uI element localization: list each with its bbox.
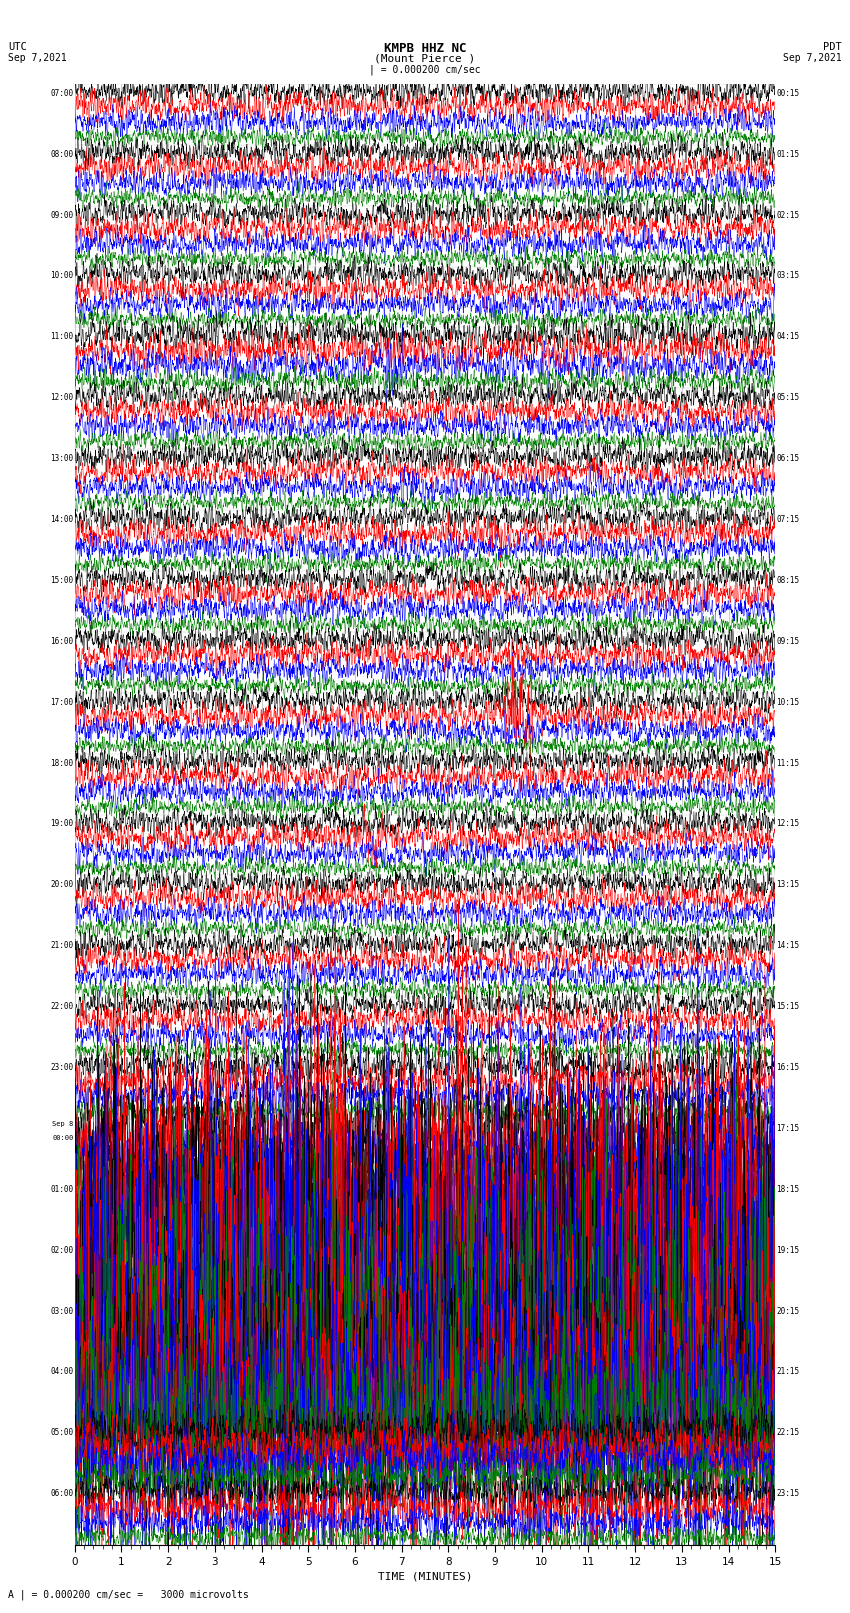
Text: 15:00: 15:00 [50,576,73,586]
Text: 23:15: 23:15 [777,1489,800,1498]
Text: 22:00: 22:00 [50,1002,73,1011]
Text: Sep 7,2021: Sep 7,2021 [783,53,842,63]
Text: PDT: PDT [823,42,842,52]
Text: 19:15: 19:15 [777,1245,800,1255]
Text: 21:00: 21:00 [50,942,73,950]
Text: 10:15: 10:15 [777,698,800,706]
Text: 13:00: 13:00 [50,455,73,463]
Text: Sep 7,2021: Sep 7,2021 [8,53,67,63]
Text: 01:00: 01:00 [50,1186,73,1194]
Text: 08:15: 08:15 [777,576,800,586]
Text: 21:15: 21:15 [777,1368,800,1376]
Text: 16:15: 16:15 [777,1063,800,1073]
Text: 17:15: 17:15 [777,1124,800,1132]
Text: (Mount Pierce ): (Mount Pierce ) [374,53,476,63]
Text: 18:00: 18:00 [50,758,73,768]
Text: 13:15: 13:15 [777,881,800,889]
Text: 18:15: 18:15 [777,1186,800,1194]
Text: 04:15: 04:15 [777,332,800,342]
Text: 12:00: 12:00 [50,394,73,402]
Text: 14:00: 14:00 [50,515,73,524]
Text: 06:15: 06:15 [777,455,800,463]
Text: 14:15: 14:15 [777,942,800,950]
Text: 04:00: 04:00 [50,1368,73,1376]
Text: 10:00: 10:00 [50,271,73,281]
Text: 07:00: 07:00 [50,89,73,98]
Text: A | = 0.000200 cm/sec =   3000 microvolts: A | = 0.000200 cm/sec = 3000 microvolts [8,1589,249,1600]
Text: 01:15: 01:15 [777,150,800,158]
Text: 11:00: 11:00 [50,332,73,342]
Text: 05:15: 05:15 [777,394,800,402]
Text: 00:15: 00:15 [777,89,800,98]
X-axis label: TIME (MINUTES): TIME (MINUTES) [377,1571,473,1581]
Text: 23:00: 23:00 [50,1063,73,1073]
Text: 02:15: 02:15 [777,211,800,219]
Text: 06:00: 06:00 [50,1489,73,1498]
Text: 22:15: 22:15 [777,1429,800,1437]
Text: Sep 8: Sep 8 [52,1121,73,1127]
Text: 20:15: 20:15 [777,1307,800,1316]
Text: 20:00: 20:00 [50,881,73,889]
Text: 00:00: 00:00 [52,1136,73,1140]
Text: 12:15: 12:15 [777,819,800,829]
Text: 11:15: 11:15 [777,758,800,768]
Text: 16:00: 16:00 [50,637,73,645]
Text: 09:00: 09:00 [50,211,73,219]
Text: 02:00: 02:00 [50,1245,73,1255]
Text: 15:15: 15:15 [777,1002,800,1011]
Text: 19:00: 19:00 [50,819,73,829]
Text: 03:15: 03:15 [777,271,800,281]
Text: 09:15: 09:15 [777,637,800,645]
Text: KMPB HHZ NC: KMPB HHZ NC [383,42,467,55]
Text: 08:00: 08:00 [50,150,73,158]
Text: 17:00: 17:00 [50,698,73,706]
Text: UTC: UTC [8,42,27,52]
Text: 03:00: 03:00 [50,1307,73,1316]
Text: 05:00: 05:00 [50,1429,73,1437]
Text: | = 0.000200 cm/sec: | = 0.000200 cm/sec [369,65,481,76]
Text: 07:15: 07:15 [777,515,800,524]
